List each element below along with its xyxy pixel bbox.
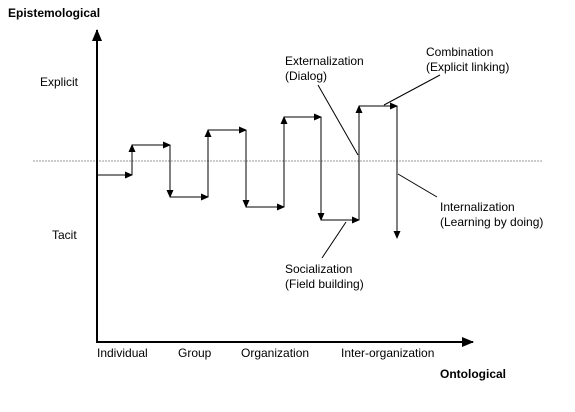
combination-subtitle: (Explicit linking) <box>426 60 510 74</box>
internalization-title: Internalization <box>440 200 515 214</box>
x-level-organization: Organization <box>241 346 310 360</box>
internalization-subtitle: (Learning by doing) <box>440 215 544 229</box>
y-level-tacit: Tacit <box>52 228 77 242</box>
combination-title: Combination <box>426 45 494 59</box>
x-level-individual: Individual <box>97 346 148 360</box>
x-level-inter-organization: Inter-organization <box>341 346 435 360</box>
x-axis-title: Ontological <box>440 367 506 381</box>
spiral-steps <box>97 102 401 239</box>
internalization-leader <box>397 173 438 198</box>
externalization-subtitle: (Dialog) <box>285 69 328 83</box>
x-level-group: Group <box>178 346 212 360</box>
socialization-title: Socialization <box>285 262 353 276</box>
socialization-leader <box>321 221 347 259</box>
externalization-title: Externalization <box>285 54 364 68</box>
combination-leader <box>383 74 441 106</box>
externalization-leader <box>317 84 359 156</box>
y-axis-title: Epistemological <box>8 6 101 20</box>
y-level-explicit: Explicit <box>40 75 79 89</box>
socialization-subtitle: (Field building) <box>285 277 364 291</box>
annotation-leaders <box>317 74 441 259</box>
